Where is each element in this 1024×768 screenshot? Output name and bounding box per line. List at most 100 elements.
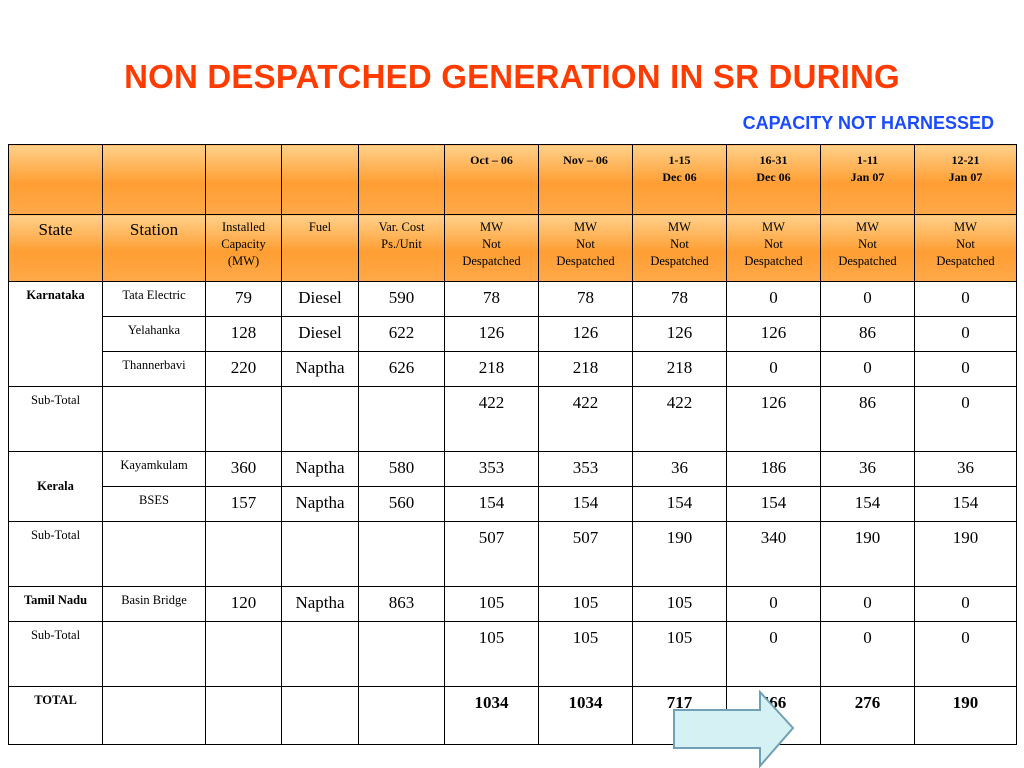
value-cell: 353 <box>538 451 633 487</box>
station-cell <box>102 686 206 745</box>
value-cell: 0 <box>726 351 821 387</box>
column-header-capacity: Installed Capacity (MW) <box>205 214 282 282</box>
header-text: Despatched <box>650 254 709 268</box>
generation-table: Oct – 06 Nov – 06 1-15 Dec 06 16-31 Dec 06… <box>8 144 1017 745</box>
header-text: MW <box>856 220 879 234</box>
period-line1: 16-31 <box>759 153 788 167</box>
header-period-row: Oct – 06 Nov – 06 1-15 Dec 06 16-31 Dec 06… <box>8 144 1017 215</box>
value-cell: 36 <box>914 451 1017 487</box>
period-header: Nov – 06 <box>538 144 633 215</box>
capacity-cell <box>205 621 282 687</box>
value-cell: 126 <box>632 316 727 352</box>
fuel-cell: Naptha <box>281 451 359 487</box>
value-cell: 507 <box>538 521 633 587</box>
value-cell: 105 <box>538 621 633 687</box>
subtotal-row: Sub-Total 422 422 422 126 86 0 <box>8 386 1017 452</box>
table-row: BSES 157 Naptha 560 154 154 154 154 154 … <box>9 486 1017 522</box>
header-column-row: State Station Installed Capacity (MW) Fuel… <box>8 214 1017 282</box>
header-text: MW <box>574 220 597 234</box>
period-header: 1-11 Jan 07 <box>820 144 915 215</box>
station-cell: Yelahanka <box>102 316 206 352</box>
value-cell: 105 <box>632 586 727 622</box>
cost-cell <box>358 686 445 745</box>
header-blank-cell <box>358 144 445 215</box>
total-value-cell: 276 <box>820 686 915 745</box>
value-cell: 353 <box>444 451 539 487</box>
column-header-mw: MW Not Despatched <box>538 214 633 282</box>
total-label: TOTAL <box>8 686 103 745</box>
header-text: Ps./Unit <box>381 237 422 251</box>
value-cell: 36 <box>820 451 915 487</box>
state-cell: Tamil Nadu <box>8 586 103 622</box>
header-text: Not <box>858 237 877 251</box>
header-blank-cell <box>205 144 282 215</box>
value-cell: 126 <box>538 316 633 352</box>
value-cell: 190 <box>820 521 915 587</box>
column-header-mw: MW Not Despatched <box>444 214 539 282</box>
header-text: Despatched <box>462 254 521 268</box>
station-cell: BSES <box>102 486 206 522</box>
value-cell: 154 <box>820 486 915 522</box>
station-cell: Tata Electric <box>102 281 206 317</box>
table-row: Tamil Nadu Basin Bridge 120 Naptha 863 1… <box>8 586 1017 622</box>
value-cell: 218 <box>632 351 727 387</box>
header-text: (MW) <box>227 254 260 268</box>
state-cell: Kerala <box>8 451 103 522</box>
page-title: NON DESPATCHED GENERATION IN SR DURING <box>124 58 900 95</box>
value-cell: 36 <box>632 451 727 487</box>
page-subtitle: CAPACITY NOT HARNESSED <box>742 113 994 133</box>
table-row: Yelahanka 128 Diesel 622 126 126 126 126… <box>9 316 1017 352</box>
header-text: Installed <box>221 220 266 234</box>
cost-cell: 560 <box>358 486 445 522</box>
period-header: Oct – 06 <box>444 144 539 215</box>
capacity-cell <box>205 686 282 745</box>
capacity-cell: 79 <box>205 281 282 317</box>
value-cell: 507 <box>444 521 539 587</box>
value-cell: 218 <box>538 351 633 387</box>
capacity-cell: 120 <box>205 586 282 622</box>
header-text: Despatched <box>744 254 803 268</box>
fuel-cell: Naptha <box>281 586 359 622</box>
value-cell: 126 <box>726 386 821 452</box>
cost-cell: 622 <box>358 316 445 352</box>
value-cell: 105 <box>538 586 633 622</box>
period-header: 12-21 Jan 07 <box>914 144 1017 215</box>
value-cell: 0 <box>726 281 821 317</box>
column-header-mw: MW Not Despatched <box>632 214 727 282</box>
right-arrow-icon[interactable] <box>672 690 796 768</box>
capacity-cell: 157 <box>205 486 282 522</box>
value-cell: 190 <box>914 521 1017 587</box>
column-header-mw: MW Not Despatched <box>914 214 1017 282</box>
value-cell: 105 <box>444 586 539 622</box>
capacity-cell <box>205 521 282 587</box>
value-cell: 186 <box>726 451 821 487</box>
total-value-cell: 1034 <box>538 686 633 745</box>
value-cell: 78 <box>538 281 633 317</box>
fuel-cell: Diesel <box>281 281 359 317</box>
column-header-var-cost: Var. Cost Ps./Unit <box>358 214 445 282</box>
column-header-fuel: Fuel <box>281 214 359 282</box>
value-cell: 218 <box>444 351 539 387</box>
value-cell: 78 <box>444 281 539 317</box>
subtotal-row: Sub-Total 507 507 190 340 190 190 <box>8 521 1017 587</box>
value-cell: 422 <box>632 386 727 452</box>
header-text: MW <box>668 220 691 234</box>
cost-cell <box>358 386 445 452</box>
period-header: 1-15 Dec 06 <box>632 144 727 215</box>
value-cell: 0 <box>820 281 915 317</box>
value-cell: 154 <box>726 486 821 522</box>
subtotal-label: Sub-Total <box>8 386 103 452</box>
column-header-state: State <box>8 214 103 282</box>
cost-cell: 626 <box>358 351 445 387</box>
station-cell: Basin Bridge <box>102 586 206 622</box>
value-cell: 0 <box>820 351 915 387</box>
total-value-cell: 190 <box>914 686 1017 745</box>
station-cell <box>102 521 206 587</box>
station-cell <box>102 386 206 452</box>
period-line2: Jan 07 <box>850 170 885 184</box>
value-cell: 105 <box>632 621 727 687</box>
value-cell: 154 <box>444 486 539 522</box>
header-text: Not <box>482 237 501 251</box>
capacity-cell: 220 <box>205 351 282 387</box>
fuel-cell: Naptha <box>281 351 359 387</box>
